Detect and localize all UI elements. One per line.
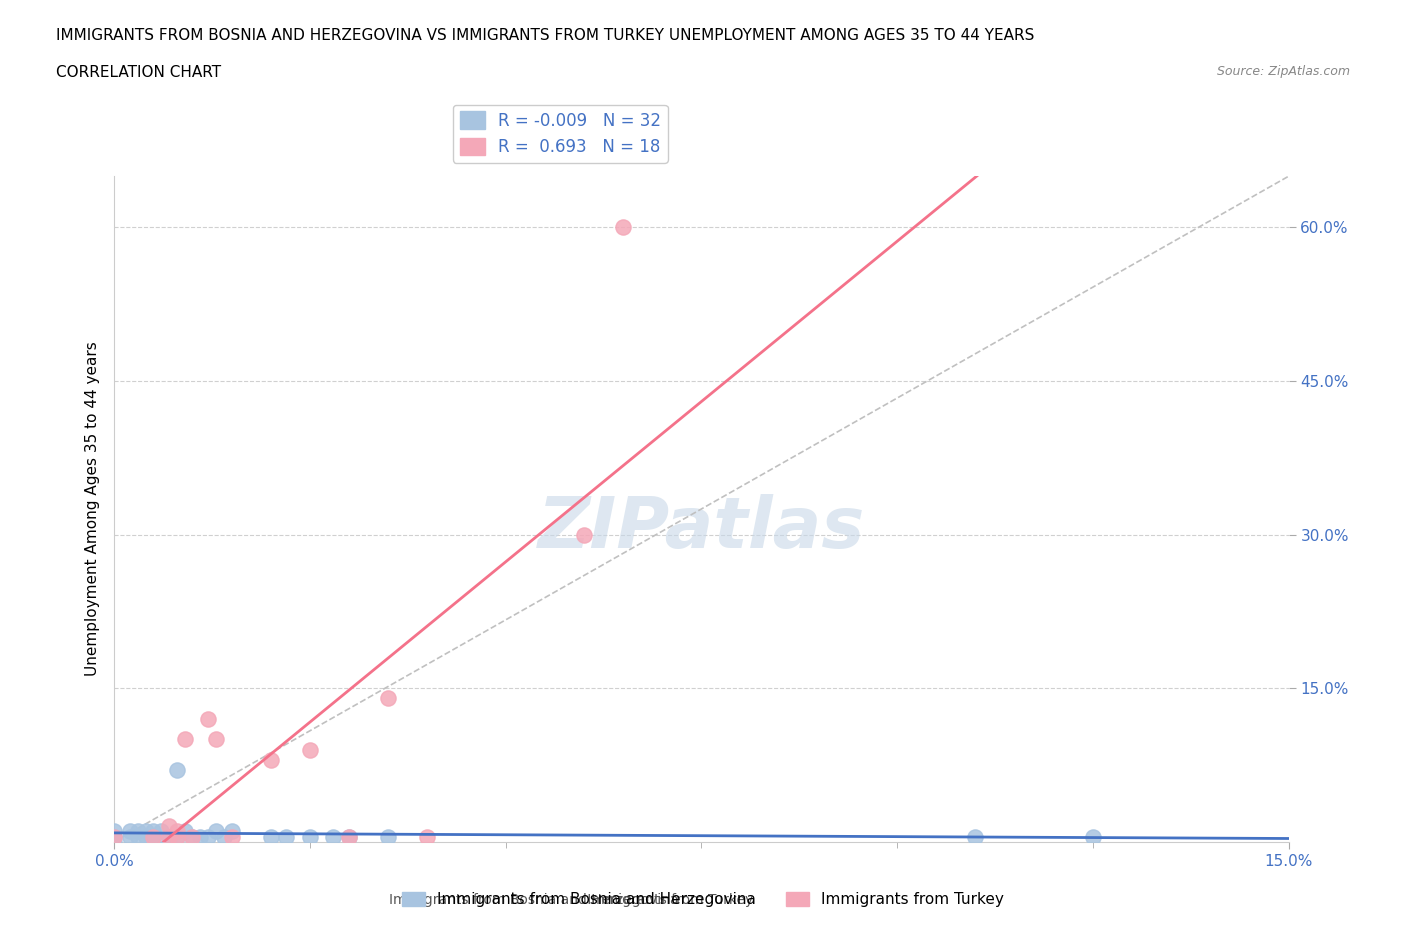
Point (134, 830, 156, 844)
Point (103, 830, 125, 844)
Point (322, 830, 344, 844)
Text: IMMIGRANTS FROM BOSNIA AND HERZEGOVINA VS IMMIGRANTS FROM TURKEY UNEMPLOYMENT AM: IMMIGRANTS FROM BOSNIA AND HERZEGOVINA V… (56, 28, 1035, 43)
Point (157, 819, 180, 834)
Point (103, 824, 125, 839)
Point (157, 830, 180, 844)
Point (127, 824, 149, 839)
Point (205, 732, 228, 747)
Point (157, 834, 180, 849)
Point (572, 527, 595, 542)
Point (188, 830, 211, 844)
Point (173, 824, 195, 839)
Point (166, 824, 188, 839)
Point (181, 830, 204, 844)
Point (337, 830, 360, 844)
Point (142, 824, 165, 839)
Point (377, 691, 399, 706)
Point (166, 830, 188, 844)
Point (276, 830, 298, 844)
Point (103, 830, 125, 844)
Point (142, 830, 165, 844)
Point (205, 824, 228, 839)
Text: Immigrants from Bosnia and Herzegovina: Immigrants from Bosnia and Herzegovina (389, 893, 679, 907)
Point (197, 830, 219, 844)
Point (173, 732, 195, 747)
Point (337, 830, 360, 844)
Point (118, 824, 141, 839)
Point (1081, 830, 1104, 844)
Point (142, 834, 165, 849)
Point (103, 834, 125, 849)
Point (416, 830, 439, 844)
Point (260, 752, 283, 767)
Point (166, 763, 188, 777)
Point (298, 742, 321, 757)
Point (260, 830, 283, 844)
Point (212, 830, 235, 844)
Text: ZIPatlas: ZIPatlas (537, 495, 865, 564)
Point (377, 830, 399, 844)
Text: Source: ZipAtlas.com: Source: ZipAtlas.com (1216, 65, 1350, 78)
Text: CORRELATION CHART: CORRELATION CHART (56, 65, 221, 80)
Legend: Immigrants from Bosnia and Herzegovina, Immigrants from Turkey: Immigrants from Bosnia and Herzegovina, … (395, 885, 1011, 913)
Point (181, 830, 204, 844)
Text: Immigrants from Turkey: Immigrants from Turkey (316, 893, 752, 907)
Point (150, 824, 173, 839)
Point (134, 824, 156, 839)
Point (221, 830, 243, 844)
Point (127, 830, 149, 844)
Point (118, 830, 141, 844)
Point (166, 830, 188, 844)
Point (142, 830, 165, 844)
Point (298, 830, 321, 844)
Point (965, 830, 987, 844)
Point (221, 824, 243, 839)
Point (612, 220, 634, 235)
Legend: R = -0.009   N = 32, R =  0.693   N = 18: R = -0.009 N = 32, R = 0.693 N = 18 (453, 105, 668, 163)
Y-axis label: Unemployment Among Ages 35 to 44 years: Unemployment Among Ages 35 to 44 years (86, 341, 100, 676)
Point (157, 830, 180, 844)
Point (197, 711, 219, 726)
